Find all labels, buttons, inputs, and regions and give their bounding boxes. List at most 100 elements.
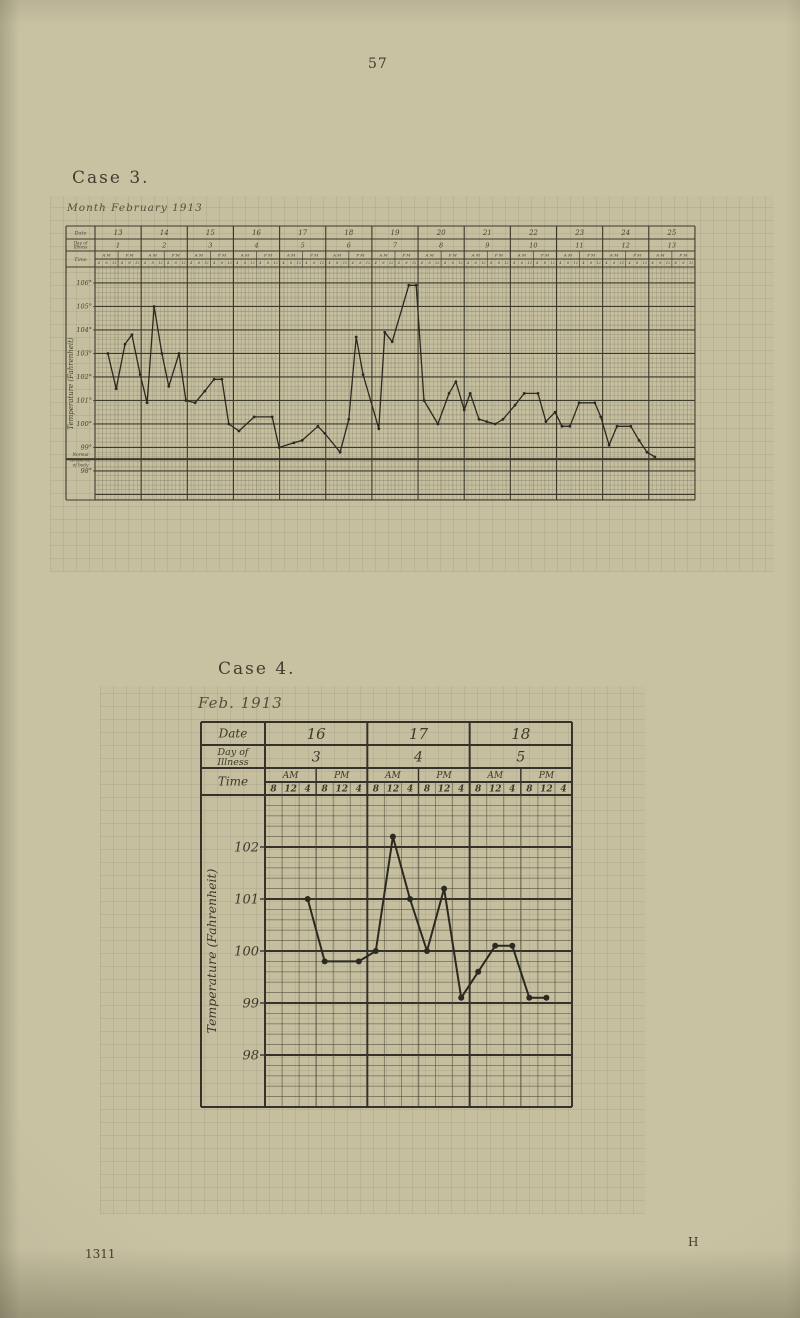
- svg-text:12: 12: [489, 785, 502, 795]
- svg-text:4: 4: [420, 261, 423, 265]
- normal-temperature-label: temperat.: [70, 457, 91, 462]
- svg-text:8: 8: [659, 261, 662, 265]
- svg-text:99: 99: [242, 996, 259, 1011]
- svg-text:15: 15: [206, 229, 215, 237]
- svg-text:8: 8: [613, 261, 616, 265]
- svg-text:P M: P M: [217, 252, 227, 257]
- y-axis-labels: 102 101 100 99 98: [234, 840, 265, 1063]
- svg-text:Time: Time: [74, 257, 87, 263]
- svg-text:12: 12: [335, 785, 348, 795]
- svg-text:4: 4: [604, 261, 607, 265]
- svg-text:8: 8: [382, 261, 385, 265]
- svg-text:P M: P M: [448, 252, 458, 257]
- svg-text:11: 11: [575, 241, 583, 249]
- svg-text:8: 8: [322, 785, 329, 795]
- case4-title: Case 4.: [218, 659, 296, 679]
- svg-text:100°: 100°: [76, 420, 92, 428]
- svg-text:A M: A M: [517, 252, 527, 257]
- svg-text:12: 12: [227, 261, 231, 265]
- svg-text:12: 12: [387, 785, 400, 795]
- svg-text:4: 4: [258, 261, 261, 265]
- svg-text:8: 8: [198, 261, 201, 265]
- svg-text:8: 8: [152, 261, 155, 265]
- svg-text:12: 12: [481, 261, 485, 265]
- svg-text:4: 4: [443, 261, 446, 265]
- svg-text:8: 8: [567, 261, 570, 265]
- temperature-curve: [306, 835, 548, 999]
- svg-text:4: 4: [304, 261, 307, 265]
- svg-text:4: 4: [397, 261, 400, 265]
- svg-text:PM: PM: [435, 771, 452, 781]
- svg-text:12: 12: [366, 261, 370, 265]
- svg-text:17: 17: [298, 229, 307, 237]
- svg-text:A M: A M: [101, 252, 111, 257]
- svg-text:23: 23: [574, 229, 584, 237]
- svg-text:12: 12: [527, 261, 531, 265]
- svg-text:AM: AM: [282, 771, 299, 781]
- svg-text:A M: A M: [378, 252, 388, 257]
- temperature-curve-points: [304, 833, 550, 1001]
- svg-text:18: 18: [511, 725, 530, 743]
- svg-text:8: 8: [405, 261, 408, 265]
- normal-temperature-label: of body: [73, 462, 89, 467]
- svg-text:98: 98: [242, 1048, 259, 1063]
- svg-text:8: 8: [359, 261, 362, 265]
- svg-text:4: 4: [535, 261, 538, 265]
- svg-text:25: 25: [666, 229, 676, 237]
- svg-text:14: 14: [160, 229, 169, 237]
- svg-text:7: 7: [393, 241, 398, 249]
- svg-text:4: 4: [305, 785, 311, 795]
- svg-text:3: 3: [208, 241, 212, 249]
- svg-text:5: 5: [301, 241, 305, 249]
- svg-text:8: 8: [270, 785, 277, 795]
- svg-text:12: 12: [412, 261, 416, 265]
- svg-text:12: 12: [251, 261, 255, 265]
- svg-text:P M: P M: [125, 252, 135, 257]
- svg-text:8: 8: [544, 261, 547, 265]
- svg-text:12: 12: [689, 261, 693, 265]
- svg-text:18: 18: [344, 229, 353, 237]
- svg-text:102°: 102°: [76, 373, 92, 381]
- case4-month-label: Feb. 1913: [198, 694, 283, 712]
- svg-text:12: 12: [458, 261, 462, 265]
- svg-text:Day of: Day of: [73, 240, 89, 245]
- svg-text:12: 12: [597, 261, 601, 265]
- svg-text:4: 4: [328, 261, 331, 265]
- normal-temperature-label: Normal: [72, 452, 90, 457]
- svg-text:21: 21: [482, 229, 492, 237]
- svg-text:9: 9: [485, 241, 489, 249]
- svg-text:Time: Time: [218, 775, 248, 789]
- svg-text:AM: AM: [486, 771, 503, 781]
- svg-text:8: 8: [313, 261, 316, 265]
- svg-text:3: 3: [312, 749, 321, 765]
- svg-text:8: 8: [373, 785, 380, 795]
- svg-text:4: 4: [189, 261, 192, 265]
- svg-text:A M: A M: [471, 252, 481, 257]
- svg-text:8: 8: [498, 261, 501, 265]
- svg-text:12: 12: [274, 261, 278, 265]
- svg-text:Illness: Illness: [216, 757, 248, 768]
- svg-text:8: 8: [475, 261, 478, 265]
- svg-text:A M: A M: [148, 252, 158, 257]
- svg-text:8: 8: [221, 261, 224, 265]
- svg-text:98°: 98°: [80, 467, 92, 475]
- svg-text:4: 4: [651, 261, 654, 265]
- svg-text:A M: A M: [286, 252, 296, 257]
- svg-text:4: 4: [509, 785, 515, 795]
- svg-text:12: 12: [540, 785, 553, 795]
- svg-text:Day of: Day of: [217, 747, 250, 758]
- svg-text:17: 17: [409, 725, 429, 743]
- svg-text:4: 4: [351, 261, 354, 265]
- svg-text:P M: P M: [540, 252, 550, 257]
- svg-text:12: 12: [435, 261, 439, 265]
- svg-text:8: 8: [439, 241, 443, 249]
- svg-text:P M: P M: [586, 252, 596, 257]
- svg-text:A M: A M: [563, 252, 573, 257]
- svg-text:A M: A M: [332, 252, 342, 257]
- svg-text:12: 12: [504, 261, 508, 265]
- svg-text:4: 4: [674, 261, 677, 265]
- svg-text:4: 4: [558, 261, 561, 265]
- svg-text:Illness: Illness: [73, 245, 88, 250]
- svg-text:102: 102: [234, 840, 259, 855]
